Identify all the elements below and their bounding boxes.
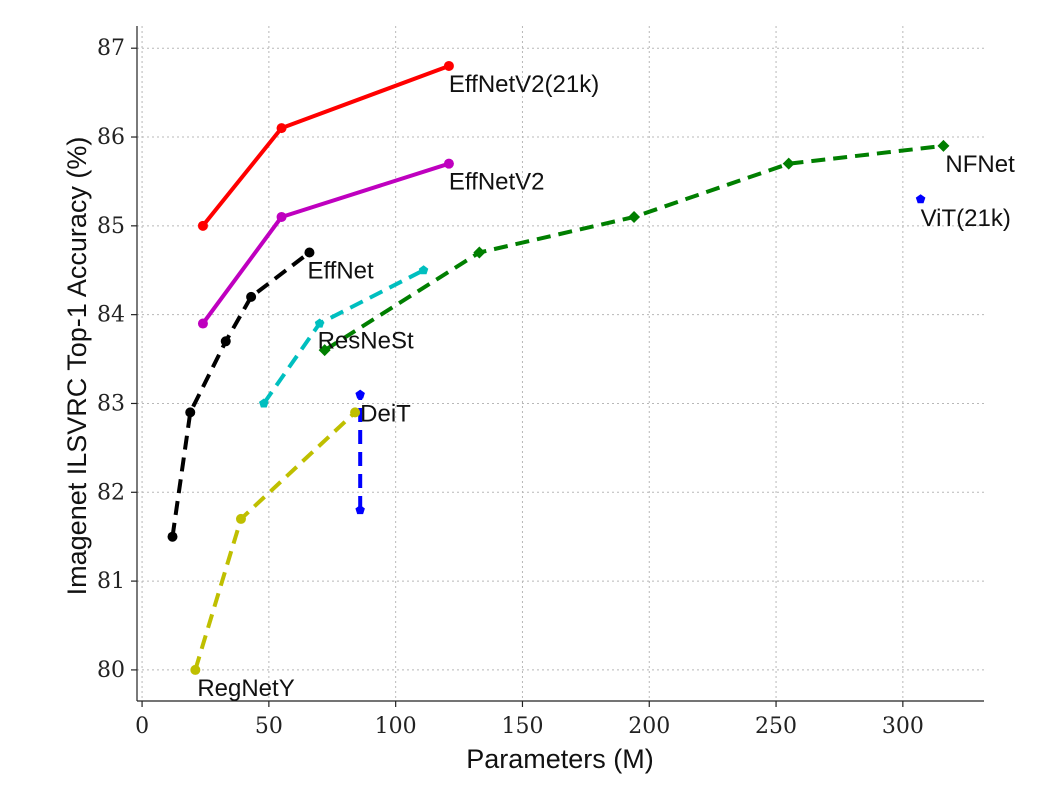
- resnest-point: [418, 265, 429, 275]
- x-tick-label: 250: [755, 714, 797, 739]
- effnetv2-21k-point: [443, 60, 454, 71]
- x-tick-label: 0: [135, 714, 149, 739]
- deit-label: DeiT: [360, 401, 411, 428]
- effnetv2-point: [276, 211, 287, 222]
- y-tick-label: 81: [97, 569, 125, 594]
- effnetv2-21k-point: [197, 220, 208, 231]
- regnety-point: [190, 664, 201, 675]
- vit-21k-label: ViT(21k): [921, 205, 1011, 232]
- nfnet-point: [628, 210, 641, 223]
- effnet-line: [170, 250, 311, 537]
- effnet-point: [185, 407, 196, 418]
- vit-21k-point: [915, 194, 926, 204]
- regnety-line: [193, 410, 357, 671]
- deit-point: [355, 389, 365, 399]
- effnet-point: [167, 531, 178, 542]
- y-tick-label: 85: [97, 214, 125, 239]
- effnetv2-21k-label: EffNetV2(21k): [449, 71, 599, 98]
- regnety-point: [350, 407, 361, 418]
- effnet-point: [220, 336, 231, 347]
- resnest-point: [259, 398, 269, 408]
- series-labels: EffNetV2(21k) EffNetV2 EffNet ResNeSt NFNet D…: [197, 71, 1015, 702]
- deit-point: [355, 505, 365, 515]
- effnet-label: EffNet: [307, 257, 374, 284]
- x-tick-label: 100: [375, 714, 417, 739]
- regnety-label: RegNetY: [197, 675, 294, 702]
- y-tick-label: 87: [97, 36, 125, 61]
- y-tick-label: 80: [97, 658, 125, 683]
- grid: [137, 26, 984, 701]
- x-tick-label: 150: [501, 714, 543, 739]
- axes: [136, 26, 984, 702]
- nfnet-point: [782, 157, 795, 170]
- resnest-point: [314, 318, 325, 328]
- effnet-point: [246, 291, 257, 302]
- y-ticks: 80 81 82 83 84 85 86 87: [97, 36, 137, 683]
- effnetv2-line: [201, 161, 450, 325]
- nfnet-point: [318, 344, 331, 357]
- effnet-point: [304, 247, 315, 258]
- x-tick-label: 50: [255, 714, 283, 739]
- y-tick-label: 86: [97, 125, 125, 150]
- effnetv2-label: EffNetV2: [449, 169, 545, 196]
- x-axis-title: Parameters (M): [466, 744, 654, 774]
- x-ticks: 0 50 100 150 200 250 300: [135, 701, 924, 739]
- x-tick-label: 200: [628, 714, 670, 739]
- y-axis-title: Imagenet ILSVRC Top-1 Accuracy (%): [62, 137, 92, 596]
- y-tick-label: 83: [97, 391, 125, 416]
- effnetv2-21k-point: [276, 123, 287, 134]
- nfnet-line: [323, 143, 944, 352]
- resnest-label: ResNeSt: [318, 328, 414, 355]
- effnetv2-point: [443, 158, 454, 169]
- y-tick-label: 84: [97, 303, 125, 328]
- regnety-point: [235, 513, 246, 524]
- x-tick-label: 300: [882, 714, 924, 739]
- y-tick-label: 82: [97, 480, 125, 505]
- nfnet-point: [473, 246, 486, 259]
- nfnet-point: [937, 139, 950, 152]
- series-lines: [167, 60, 950, 675]
- effnetv2-point: [197, 318, 208, 329]
- nfnet-label: NFNet: [945, 151, 1015, 178]
